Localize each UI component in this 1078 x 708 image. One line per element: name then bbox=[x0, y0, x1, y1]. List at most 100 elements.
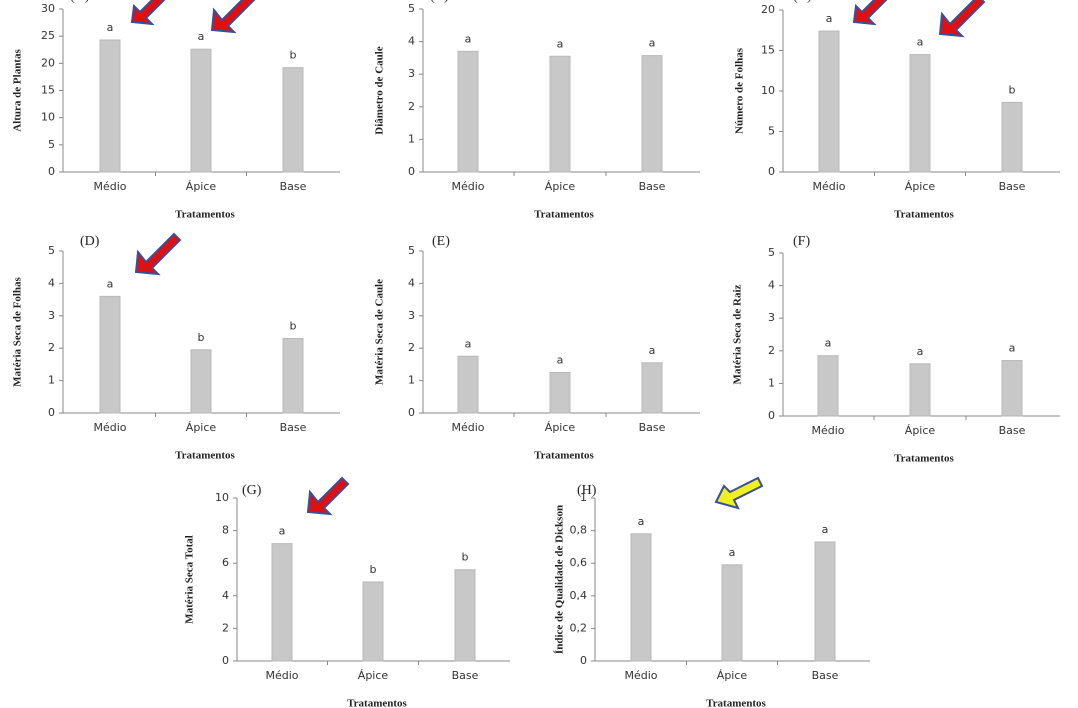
bar bbox=[457, 355, 479, 414]
y-tick-label: 1 bbox=[408, 374, 415, 387]
letter: b bbox=[1009, 83, 1016, 96]
panel: 0 0,2 0,4 0,6 0,8 1 a Médio a Ápice a Base Tratament… bbox=[554, 483, 870, 708]
bar bbox=[641, 362, 663, 414]
letter: a bbox=[107, 277, 114, 290]
x-tick-label: Base bbox=[280, 421, 307, 434]
letter: b bbox=[462, 551, 469, 564]
y-tick-label: 5 bbox=[48, 138, 55, 151]
y-tick-label: 0,6 bbox=[570, 556, 588, 569]
y-tick-label: 5 bbox=[408, 2, 415, 15]
letter: a bbox=[638, 515, 645, 528]
y-axis-label: Número de Folhas bbox=[734, 47, 746, 134]
y-tick-label: 5 bbox=[48, 244, 55, 257]
bar bbox=[1001, 360, 1023, 417]
x-tick-label: Ápice bbox=[717, 669, 748, 682]
x-axis-label: Tratamentos bbox=[894, 209, 954, 221]
letter: a bbox=[825, 337, 832, 350]
letter: b bbox=[290, 319, 297, 332]
y-tick-label: 30 bbox=[41, 2, 55, 15]
y-tick-label: 0 bbox=[222, 654, 229, 667]
letter: a bbox=[557, 354, 564, 367]
y-tick-label: 15 bbox=[761, 44, 775, 57]
x-tick-label: Ápice bbox=[186, 421, 217, 434]
x-tick-label: Médio bbox=[451, 421, 484, 434]
letter: a bbox=[465, 32, 472, 45]
x-tick-label: Base bbox=[452, 669, 479, 682]
x-tick-label: Ápice bbox=[545, 421, 576, 434]
arrow bbox=[938, 0, 986, 38]
panel: 0 2 4 6 8 10 a Médio b Ápice b Base Tratamentos Matér… bbox=[184, 483, 510, 708]
y-axis-label: Matéria Seca de Folhas bbox=[12, 276, 24, 386]
y-tick-label: 3 bbox=[408, 309, 415, 322]
y-tick-label: 2 bbox=[222, 621, 229, 634]
bar bbox=[818, 30, 840, 173]
y-tick-label: 10 bbox=[761, 84, 775, 97]
y-tick-label: 0,8 bbox=[570, 524, 588, 537]
bar bbox=[282, 337, 304, 414]
x-tick-label: Ápice bbox=[545, 180, 576, 193]
panel-label: (D) bbox=[80, 234, 100, 249]
y-tick-label: 2 bbox=[408, 100, 415, 113]
y-tick-label: 1 bbox=[580, 491, 587, 504]
letter: a bbox=[107, 21, 114, 34]
y-tick-label: 3 bbox=[768, 311, 775, 324]
y-tick-label: 25 bbox=[41, 29, 55, 42]
letter: b bbox=[198, 331, 205, 344]
bar bbox=[630, 533, 652, 662]
letter: a bbox=[649, 344, 656, 357]
y-tick-label: 0,4 bbox=[570, 589, 588, 602]
x-tick-label: Médio bbox=[93, 180, 126, 193]
x-tick-label: Ápice bbox=[905, 180, 936, 193]
panel-label: (A) bbox=[70, 0, 90, 4]
bar bbox=[99, 295, 121, 414]
panel-label: (H) bbox=[577, 483, 597, 498]
y-tick-label: 4 bbox=[408, 35, 415, 48]
x-axis-label: Tratamentos bbox=[534, 209, 594, 221]
y-tick-label: 20 bbox=[41, 56, 55, 69]
panel: 0 1 2 3 4 5 a Médio a Ápice a Base Tratamentos Matéri… bbox=[374, 234, 700, 462]
x-tick-label: Médio bbox=[451, 180, 484, 193]
arrow bbox=[210, 0, 256, 34]
panel: 0 5 10 15 20 25 30 a Médio a Ápice b Base Tratamentos… bbox=[12, 0, 340, 221]
letter: a bbox=[198, 30, 205, 43]
bar bbox=[271, 543, 293, 662]
letter: b bbox=[370, 563, 377, 576]
letter: a bbox=[465, 337, 472, 350]
bar bbox=[817, 355, 839, 417]
x-tick-label: Base bbox=[812, 669, 839, 682]
letter: a bbox=[1009, 342, 1016, 355]
bar bbox=[454, 569, 476, 662]
panel-label: (C) bbox=[793, 0, 812, 4]
y-tick-label: 1 bbox=[768, 376, 775, 389]
y-tick-label: 0,2 bbox=[570, 621, 588, 634]
bar bbox=[549, 372, 571, 414]
arrows bbox=[130, 0, 986, 516]
bar bbox=[99, 39, 121, 173]
bar bbox=[457, 50, 479, 173]
x-tick-label: Médio bbox=[811, 424, 844, 437]
y-tick-label: 15 bbox=[41, 84, 55, 97]
letter: a bbox=[826, 12, 833, 25]
x-axis-label: Tratamentos bbox=[894, 453, 954, 465]
arrow bbox=[852, 0, 888, 26]
bar bbox=[362, 581, 384, 662]
bar bbox=[641, 55, 663, 173]
arrow bbox=[714, 476, 764, 510]
x-axis-label: Tratamentos bbox=[175, 450, 235, 462]
y-tick-label: 5 bbox=[408, 244, 415, 257]
bar bbox=[282, 67, 304, 173]
bar bbox=[721, 564, 743, 662]
panel: 0 5 10 15 20 a Médio a Ápice b Base Tratamentos Núme… bbox=[734, 0, 1060, 221]
arrow bbox=[130, 0, 166, 26]
y-tick-label: 2 bbox=[768, 344, 775, 357]
y-axis-label: Matéria Seca Total bbox=[184, 535, 196, 624]
x-tick-label: Base bbox=[639, 180, 666, 193]
letter: a bbox=[822, 523, 829, 536]
letter: a bbox=[917, 36, 924, 49]
x-tick-label: Médio bbox=[812, 180, 845, 193]
y-axis-label: Índice de Qualidade de Dickson bbox=[554, 505, 566, 654]
y-tick-label: 6 bbox=[222, 556, 229, 569]
y-axis-label: Matéria Seca de Caule bbox=[374, 279, 386, 385]
x-axis-label: Tratamentos bbox=[175, 209, 235, 221]
